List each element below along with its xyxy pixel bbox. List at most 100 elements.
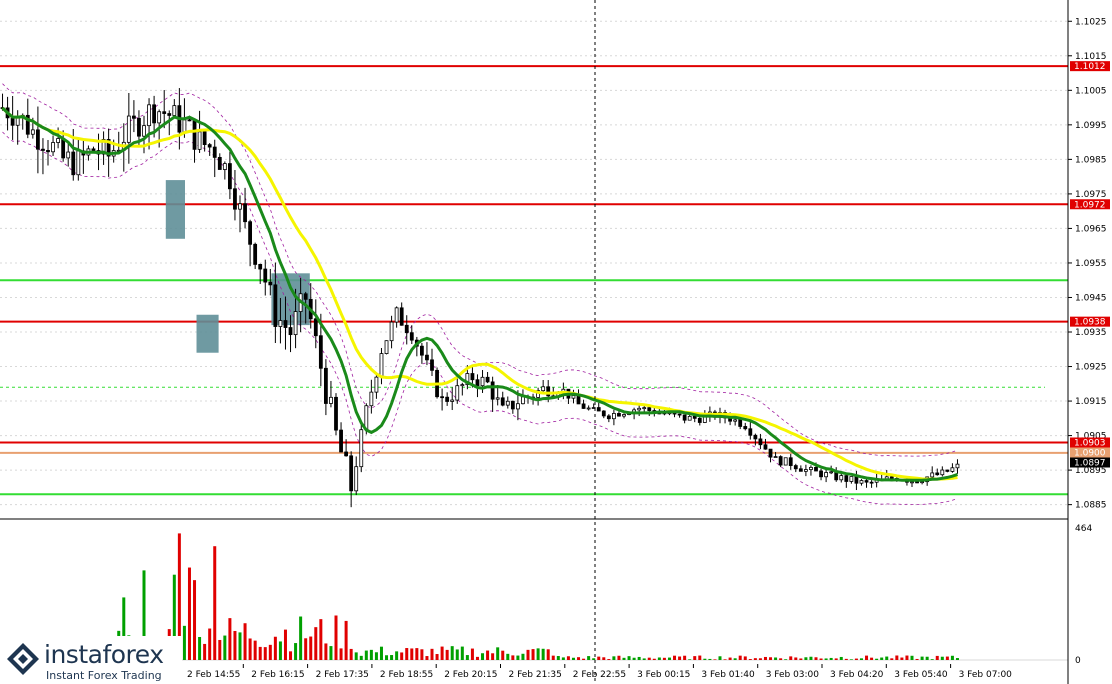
candle-body: [349, 455, 354, 492]
highlight-boxes: [165, 180, 310, 353]
candle-body: [940, 469, 945, 476]
volume-bar: [779, 658, 783, 660]
candle-body: [505, 400, 510, 406]
volume-bar: [784, 659, 788, 660]
volume-bar: [415, 648, 419, 660]
volume-axis-ticks: 464 0: [1075, 524, 1092, 666]
volume-bar: [935, 655, 939, 660]
volume-bar: [890, 658, 894, 660]
volume-bar: [238, 632, 242, 660]
price-tick-label: 1.0995: [1075, 121, 1107, 131]
volume-bar: [627, 656, 631, 660]
price-axis-ticks: 1.10251.10151.10051.09951.09851.09751.09…: [1068, 17, 1107, 511]
price-tag: [1070, 437, 1110, 448]
price-tag-label: 1.1012: [1074, 62, 1106, 72]
volume-bar: [632, 657, 636, 660]
candle-body: [61, 138, 66, 159]
volume-bar: [556, 656, 560, 660]
volume-bar: [329, 646, 333, 660]
volume-bar: [248, 638, 252, 660]
volume-bar: [789, 656, 793, 660]
brand-mark-icon: [7, 643, 39, 675]
time-axis-ticks: 2 Feb 14:55 2 Feb 16:15 2 Feb 17:35 2 Feb 1…: [178, 664, 1012, 680]
price-tag-label: 1.0938: [1074, 318, 1106, 328]
volume-bar: [172, 574, 176, 660]
volume-bar: [870, 657, 874, 660]
volume-bar: [465, 655, 469, 660]
volume-bar: [491, 653, 495, 660]
price-tag: [1070, 316, 1110, 327]
candle-body: [859, 480, 864, 484]
volume-bar: [794, 657, 798, 660]
candle-body: [758, 438, 763, 446]
candle-body: [313, 318, 318, 337]
volume-bar: [430, 648, 434, 660]
candle-body: [91, 148, 96, 151]
envelope-lower: [2, 131, 958, 505]
volume-bar: [278, 641, 282, 660]
volume-bar: [587, 656, 591, 660]
volume-bar: [425, 656, 429, 660]
candle-body: [743, 426, 748, 430]
price-tick-label: 1.0975: [1075, 190, 1107, 200]
volume-bar: [708, 658, 712, 660]
volume-bar: [758, 658, 762, 660]
candle-body: [172, 105, 177, 116]
volume-bar: [521, 653, 525, 660]
volume-bar: [349, 648, 353, 660]
volume-bar: [607, 659, 611, 660]
candles: [0, 88, 960, 508]
volume-bar: [294, 643, 298, 660]
volume-bar: [844, 658, 848, 660]
candle-body: [419, 345, 424, 356]
volume-bar: [592, 658, 596, 660]
candle-body: [41, 148, 45, 151]
volume-bar: [258, 646, 262, 660]
volume-bar: [440, 646, 444, 660]
candle-body: [101, 139, 106, 155]
candle-body: [586, 407, 591, 410]
volume-bar: [561, 657, 565, 660]
candle-body: [793, 465, 798, 470]
volume-bar: [486, 650, 490, 660]
candle-body: [910, 481, 914, 484]
candle-body: [460, 384, 465, 387]
volume-bar: [955, 658, 959, 660]
candle-body: [692, 415, 697, 419]
candle-body: [955, 463, 960, 469]
volume-bar: [531, 649, 535, 660]
candle-body: [803, 469, 808, 472]
candle-body: [844, 475, 849, 482]
price-tick-label: 1.0895: [1075, 466, 1107, 476]
volume-bar: [769, 657, 773, 660]
volume-bar: [925, 656, 929, 660]
candle-body: [137, 117, 141, 137]
candle-body: [697, 417, 702, 423]
highlight-box: [165, 180, 185, 239]
volume-bar: [405, 648, 409, 660]
price-tick-label: 1.1005: [1075, 86, 1107, 96]
volume-tick-label: 464: [1075, 524, 1092, 534]
volume-bar: [455, 649, 459, 660]
candle-body: [500, 397, 505, 406]
candle-body: [10, 117, 15, 126]
volume-bar: [743, 656, 747, 660]
candle-body: [359, 429, 364, 468]
candle-body: [839, 475, 844, 481]
volume-bar: [849, 659, 853, 660]
volume-bar: [622, 657, 626, 660]
volume-bar: [344, 620, 348, 660]
volume-bar: [460, 646, 464, 660]
volume-bar: [541, 648, 545, 660]
volume-bar: [642, 658, 646, 660]
volume-bar: [122, 597, 126, 660]
volume-bar: [839, 656, 843, 660]
price-tick-label: 1.0955: [1075, 259, 1107, 269]
volume-tick-label: 0: [1075, 656, 1081, 666]
volume-bar: [283, 629, 287, 660]
time-tick-label: 2 Feb 17:35: [316, 670, 369, 680]
volume-bar: [753, 658, 757, 660]
candle-body: [399, 307, 404, 326]
volume-bar: [410, 648, 414, 660]
